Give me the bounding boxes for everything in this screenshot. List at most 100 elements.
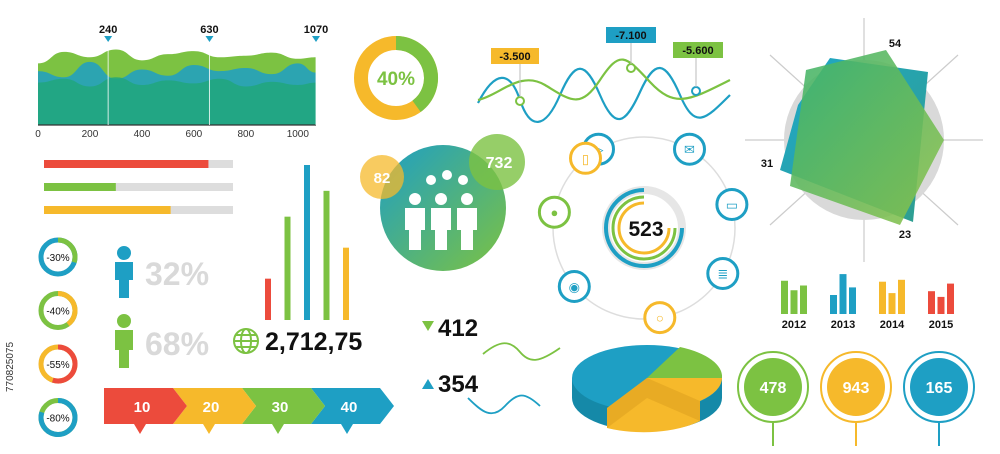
step-label: 30 [272,399,289,416]
location-pin-icon-glyph: ◉ [569,279,580,294]
bar [323,190,330,320]
bar [343,247,349,320]
callout-box [491,48,539,64]
bubble-label: 732 [486,155,513,172]
laptop-icon [715,187,749,221]
magnifier-icon [643,301,677,335]
step-label: 20 [203,399,220,416]
globe-icon [233,328,259,354]
category-label: 2015 [929,319,953,331]
x-tick-label: 400 [134,129,151,140]
arrow-step [311,388,394,424]
area-chart: 0 200 400 600 800 1000 240 630 1070 [35,24,328,140]
location-pin-icon [557,269,591,303]
wave-point [515,96,525,106]
bar [265,278,271,320]
category-label: 2014 [880,319,905,331]
arrow-step [173,388,256,424]
arrow-step [104,388,187,424]
radar-label-left: 31 [761,158,773,170]
pin-label: 165 [926,380,953,397]
bar-fill [44,160,209,168]
donut-label: -40% [46,307,69,318]
bar [800,285,807,314]
pie-slice-yellow-side [607,378,700,428]
bar-fill [44,206,171,214]
pie-chart-3d [572,345,723,433]
bar [790,290,798,314]
group-people-icon [405,170,477,250]
pin-ring [737,351,809,423]
callout-box [673,42,723,58]
wave-series-green [477,58,731,102]
people-bubble-chart: 82 732 [360,134,525,271]
bar [304,165,310,320]
pin-circle [827,358,885,416]
lightbulb-icon-glyph: ● [550,205,558,220]
wave-point [691,86,701,96]
bar [928,291,935,314]
bubble-small [360,155,404,199]
center-value: 523 [628,218,663,241]
bar [849,287,856,314]
trend-value-up: 354 [438,371,479,398]
phone-icon [569,141,603,175]
laptop-icon-glyph: ▭ [726,197,738,212]
step-pointer [272,424,284,434]
magnifier-icon-glyph: ○ [656,311,664,326]
wave-line-chart: -3.500 -7.100 -5.600 [477,27,731,123]
bubble-label: 82 [374,170,391,187]
pin-label: 478 [760,380,787,397]
bar-track [44,183,233,191]
percent-label-male: 32% [145,256,209,292]
stock-id: 770825075 [5,342,16,392]
x-tick-label: 0 [35,129,41,140]
bar [839,274,847,314]
callout-label: -3.500 [499,51,530,63]
center-ring-arc [604,188,684,268]
document-icon-glyph: ≣ [717,267,728,282]
radar-chart: 54 31 23 [745,18,983,262]
pin-label: 943 [843,380,870,397]
horizontal-bar-chart [44,160,233,214]
radar-shape-green [790,50,944,225]
category-label: 2013 [831,319,855,331]
document-icon [706,257,740,290]
step-pointer [341,424,353,434]
callout-marker-icon [312,36,320,42]
x-tick-label: 600 [186,129,203,140]
radar-label-bottom: 23 [899,229,911,241]
pie-slice-green [647,347,723,378]
arrow-steps-chart: 40 30 20 10 [104,388,394,434]
bar [937,296,945,314]
bar-fill [44,183,116,191]
step-label: 10 [134,399,151,416]
callout-label: 1070 [304,24,328,36]
lightbulb-icon [537,195,571,229]
donut-label: -30% [46,253,69,264]
trend-value-down: 412 [438,315,478,342]
category-label: 2012 [782,319,806,331]
globe-stat: 2,712,75 [233,328,362,356]
arrow-up-icon [422,379,434,389]
globe-value: 2,712,75 [265,328,362,356]
bar [879,281,886,314]
donut-slice [57,237,78,264]
arrow-down-icon [422,321,434,331]
step-label: 40 [341,399,358,416]
wave-point [626,63,636,73]
callout-marker-icon [104,36,113,42]
callout-marker-icon [205,36,214,42]
callout-label: 630 [200,24,218,36]
bar [781,280,788,314]
vertical-bar-chart [265,165,349,320]
phone-icon-glyph: ▯ [582,151,589,166]
x-tick-label: 1000 [287,129,310,140]
center-ring-arc [617,201,671,255]
grouped-bar-chart: 2012 2013 2014 2015 [781,274,954,331]
gender-percent: 32% 68% [115,246,209,368]
bar [830,295,837,314]
bar [898,279,905,314]
x-tick-label: 800 [238,129,255,140]
